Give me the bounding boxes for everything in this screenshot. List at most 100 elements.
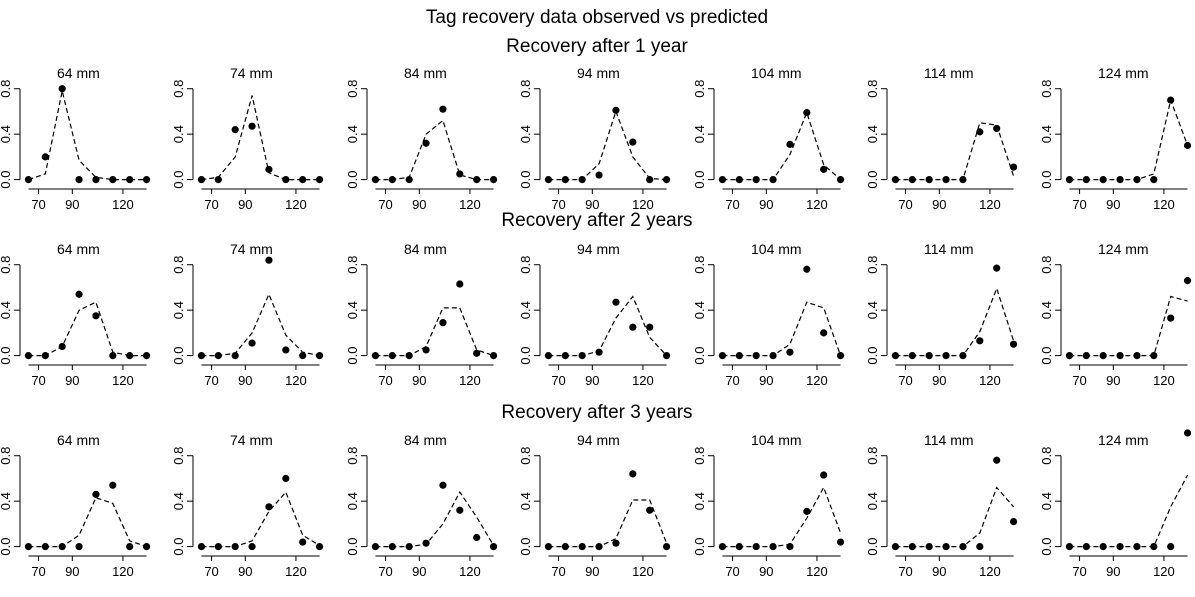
observed-point bbox=[544, 351, 553, 360]
panel-r1-c5: 0.0 0.4 0.8 70 90 120 104 mm bbox=[692, 65, 845, 212]
y-tick-label: 0.0 bbox=[345, 538, 360, 556]
y-tick-label: 0.4 bbox=[865, 492, 880, 510]
y-tick-label: 0.4 bbox=[171, 125, 186, 143]
observed-point bbox=[891, 175, 900, 184]
observed-point bbox=[473, 175, 481, 184]
observed-point bbox=[1167, 542, 1175, 551]
y-tick-label: 0.0 bbox=[0, 171, 13, 189]
y-tick-label: 0.4 bbox=[345, 492, 360, 510]
predicted-line bbox=[201, 490, 320, 548]
observed-point bbox=[1183, 141, 1192, 150]
y-tick-label: 0.0 bbox=[692, 347, 707, 365]
panel-label: 114 mm bbox=[924, 65, 974, 81]
x-tick-label: 120 bbox=[979, 197, 1001, 212]
panel-r1-c6: 0.0 0.4 0.8 70 90 120 114 mm bbox=[865, 65, 1018, 212]
observed-point bbox=[197, 542, 206, 551]
observed-point bbox=[456, 280, 464, 288]
observed-point bbox=[214, 351, 222, 360]
panel-label: 74 mm bbox=[230, 241, 273, 257]
observed-point bbox=[718, 351, 727, 360]
y-tick-label: 0.8 bbox=[171, 256, 186, 274]
observed-point bbox=[959, 542, 967, 551]
x-tick-label: 120 bbox=[112, 197, 134, 212]
observed-point bbox=[942, 542, 950, 551]
observed-point bbox=[1099, 175, 1107, 184]
panel-grid: 0.0 0.4 0.8 70 90 120 64 mm 0.0 0.4 0.8 70 90 120 74 … bbox=[0, 65, 1192, 579]
observed-point bbox=[388, 351, 396, 360]
observed-point bbox=[752, 351, 760, 360]
observed-point bbox=[1116, 542, 1124, 551]
observed-point bbox=[786, 140, 794, 148]
observed-point bbox=[769, 351, 777, 360]
panel-r3-c4: 0.0 0.4 0.8 70 90 120 94 mm bbox=[518, 432, 671, 579]
observed-point bbox=[612, 539, 620, 547]
observed-point bbox=[371, 542, 380, 551]
observed-point bbox=[75, 175, 83, 184]
panel-r1-c2: 0.0 0.4 0.8 70 90 120 74 mm bbox=[171, 65, 324, 212]
observed-point bbox=[908, 542, 916, 551]
observed-point bbox=[489, 175, 498, 184]
panel-r1-c3: 0.0 0.4 0.8 70 90 120 84 mm bbox=[345, 65, 498, 212]
y-tick-label: 0.4 bbox=[865, 301, 880, 319]
x-tick-label: 120 bbox=[632, 373, 654, 388]
predicted-line bbox=[722, 486, 842, 548]
y-tick-label: 0.8 bbox=[345, 447, 360, 465]
predicted-line bbox=[28, 301, 147, 357]
y-tick-label: 0.0 bbox=[0, 347, 13, 365]
x-tick-label: 120 bbox=[112, 564, 134, 579]
observed-point bbox=[976, 542, 984, 551]
observed-point bbox=[1150, 351, 1158, 360]
panel-r2-c1: 0.0 0.4 0.8 70 90 120 64 mm bbox=[0, 241, 151, 388]
observed-point bbox=[993, 264, 1001, 272]
observed-point bbox=[1009, 518, 1018, 526]
observed-point bbox=[265, 503, 273, 511]
y-tick-label: 0.0 bbox=[518, 347, 533, 365]
observed-point bbox=[24, 542, 33, 551]
observed-point bbox=[993, 124, 1001, 133]
observed-point bbox=[544, 175, 553, 184]
observed-point bbox=[662, 542, 671, 551]
observed-point bbox=[214, 175, 222, 184]
observed-point bbox=[1167, 314, 1175, 322]
x-tick-label: 90 bbox=[1106, 373, 1120, 388]
panel-r2-c6: 0.0 0.4 0.8 70 90 120 114 mm bbox=[865, 241, 1018, 388]
observed-point bbox=[315, 542, 324, 551]
y-tick-label: 0.8 bbox=[1039, 256, 1054, 274]
figure-title: Tag recovery data observed vs predicted bbox=[426, 7, 768, 28]
observed-point bbox=[718, 175, 727, 184]
observed-point bbox=[92, 312, 100, 320]
observed-point bbox=[942, 175, 950, 184]
observed-point bbox=[925, 542, 933, 551]
observed-point bbox=[1183, 277, 1192, 285]
observed-point bbox=[109, 481, 117, 489]
observed-point bbox=[1009, 163, 1018, 171]
y-tick-label: 0.0 bbox=[0, 538, 13, 556]
x-tick-label: 90 bbox=[932, 564, 946, 579]
observed-point bbox=[908, 351, 916, 360]
y-tick-label: 0.8 bbox=[692, 447, 707, 465]
y-tick-label: 0.0 bbox=[1039, 347, 1054, 365]
x-tick-label: 120 bbox=[112, 373, 134, 388]
observed-point bbox=[75, 290, 83, 298]
x-tick-label: 120 bbox=[285, 373, 307, 388]
panel-r2-c3: 0.0 0.4 0.8 70 90 120 84 mm bbox=[345, 241, 498, 388]
observed-point bbox=[282, 175, 290, 184]
y-tick-label: 0.8 bbox=[1039, 447, 1054, 465]
observed-point bbox=[75, 542, 83, 551]
observed-point bbox=[456, 170, 464, 178]
observed-point bbox=[24, 351, 33, 360]
observed-point bbox=[456, 506, 464, 514]
panel-label: 104 mm bbox=[751, 65, 802, 81]
panel-r2-c7: 0.0 0.4 0.8 70 90 120 124 mm bbox=[1039, 241, 1192, 388]
observed-point bbox=[718, 542, 727, 551]
panel-r3-c6: 0.0 0.4 0.8 70 90 120 114 mm bbox=[865, 432, 1018, 579]
observed-point bbox=[612, 298, 620, 306]
panel-label: 124 mm bbox=[1098, 432, 1149, 448]
observed-point bbox=[109, 175, 117, 184]
y-tick-label: 0.8 bbox=[865, 447, 880, 465]
x-tick-label: 120 bbox=[979, 564, 1001, 579]
predicted-line bbox=[1069, 474, 1189, 548]
predicted-line bbox=[375, 119, 494, 181]
x-tick-label: 90 bbox=[585, 197, 599, 212]
